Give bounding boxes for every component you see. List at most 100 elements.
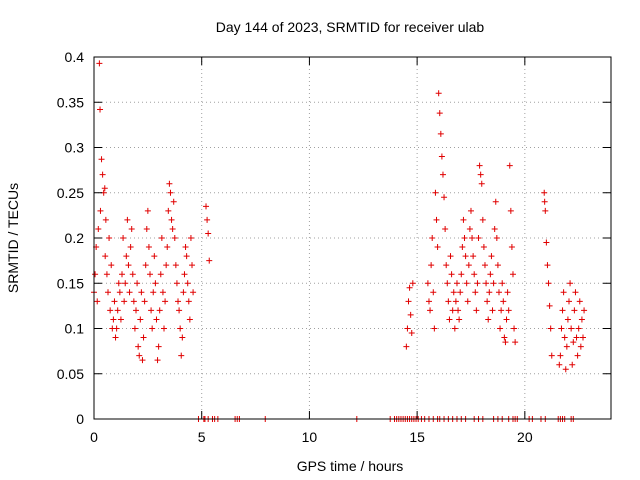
data-point xyxy=(436,110,443,117)
data-point xyxy=(145,244,152,251)
data-point xyxy=(512,339,519,346)
data-point xyxy=(120,235,127,241)
x-tick-label: 15 xyxy=(409,429,425,445)
data-point xyxy=(484,298,491,305)
data-point xyxy=(432,189,439,196)
data-point xyxy=(457,289,464,296)
data-point xyxy=(425,298,432,305)
data-point xyxy=(403,343,410,350)
y-tick-label: 0.4 xyxy=(65,49,85,65)
data-point xyxy=(183,253,190,260)
data-point xyxy=(137,316,144,323)
y-tick-label: 0.15 xyxy=(57,275,84,291)
data-point xyxy=(407,311,414,318)
data-point xyxy=(495,289,502,296)
y-tick-label: 0.3 xyxy=(65,140,85,156)
data-point xyxy=(459,244,466,251)
data-point xyxy=(408,330,415,337)
data-point xyxy=(129,271,136,278)
data-point xyxy=(427,307,434,314)
y-tick-label: 0 xyxy=(76,411,84,427)
data-point xyxy=(445,298,452,305)
data-point xyxy=(572,289,579,296)
data-point xyxy=(541,189,548,196)
data-point xyxy=(499,280,506,287)
data-point xyxy=(101,185,108,192)
data-point xyxy=(92,271,99,278)
data-point xyxy=(467,207,474,214)
data-point xyxy=(544,262,551,269)
data-point xyxy=(542,207,549,214)
data-point xyxy=(488,253,495,260)
y-tick-label: 0.25 xyxy=(57,185,84,201)
data-point xyxy=(204,216,211,223)
data-point xyxy=(491,225,498,232)
data-point xyxy=(121,298,128,305)
data-point xyxy=(103,271,110,278)
data-point xyxy=(99,171,106,178)
data-point xyxy=(173,280,180,287)
data-point xyxy=(497,325,504,332)
data-point xyxy=(94,298,101,305)
data-point xyxy=(472,289,479,296)
data-point xyxy=(490,280,497,287)
x-tick-label: 0 xyxy=(90,429,98,445)
data-point xyxy=(143,225,150,232)
data-point xyxy=(203,203,210,210)
data-point xyxy=(171,235,178,241)
data-point xyxy=(475,235,482,241)
data-point xyxy=(181,271,188,278)
data-point xyxy=(507,207,514,214)
y-tick-label: 0.05 xyxy=(57,366,84,382)
data-point xyxy=(548,352,555,359)
data-point xyxy=(543,239,550,246)
data-point xyxy=(424,280,431,287)
data-point xyxy=(185,298,192,305)
data-point xyxy=(465,262,472,269)
data-point xyxy=(576,298,583,305)
data-point xyxy=(505,307,512,314)
data-point xyxy=(114,307,121,314)
axis-ticks: 0 0.05 0.1 0.15 0.2 0.25 0.3 0.35 0.4 0 5 10 15 20 xyxy=(57,49,611,445)
data-point xyxy=(170,198,177,205)
data-point xyxy=(141,298,148,305)
data-point xyxy=(116,289,123,296)
data-point xyxy=(187,235,194,241)
data-point xyxy=(144,207,151,214)
data-point xyxy=(150,289,157,296)
data-point xyxy=(469,235,476,241)
data-point xyxy=(128,225,135,232)
data-point xyxy=(169,225,176,232)
data-point xyxy=(431,325,438,332)
x-axis-label: GPS time / hours xyxy=(297,458,404,474)
data-point xyxy=(205,230,212,237)
data-point xyxy=(494,262,501,269)
data-point xyxy=(452,298,459,305)
data-point xyxy=(500,298,507,305)
x-tick-label: 5 xyxy=(198,429,206,445)
data-point xyxy=(149,325,156,332)
data-point xyxy=(462,253,469,260)
chart-title: Day 144 of 2023, SRMTID for receiver ula… xyxy=(216,19,485,35)
data-point xyxy=(190,289,197,296)
data-point xyxy=(470,253,477,260)
data-point xyxy=(456,316,463,323)
data-point xyxy=(167,189,174,196)
data-point xyxy=(429,235,436,241)
data-point xyxy=(139,357,146,364)
data-point xyxy=(156,307,163,314)
data-point xyxy=(177,325,184,332)
data-point xyxy=(179,334,186,341)
data-point xyxy=(138,289,145,296)
data-point xyxy=(172,262,179,269)
data-point xyxy=(492,198,499,205)
data-point xyxy=(453,280,460,287)
data-point xyxy=(154,357,161,364)
data-point xyxy=(96,60,103,67)
data-point xyxy=(449,307,456,314)
data-point xyxy=(508,244,515,251)
data-point xyxy=(575,325,582,332)
data-point xyxy=(168,216,175,223)
data-point xyxy=(153,316,160,323)
data-point xyxy=(111,298,118,305)
